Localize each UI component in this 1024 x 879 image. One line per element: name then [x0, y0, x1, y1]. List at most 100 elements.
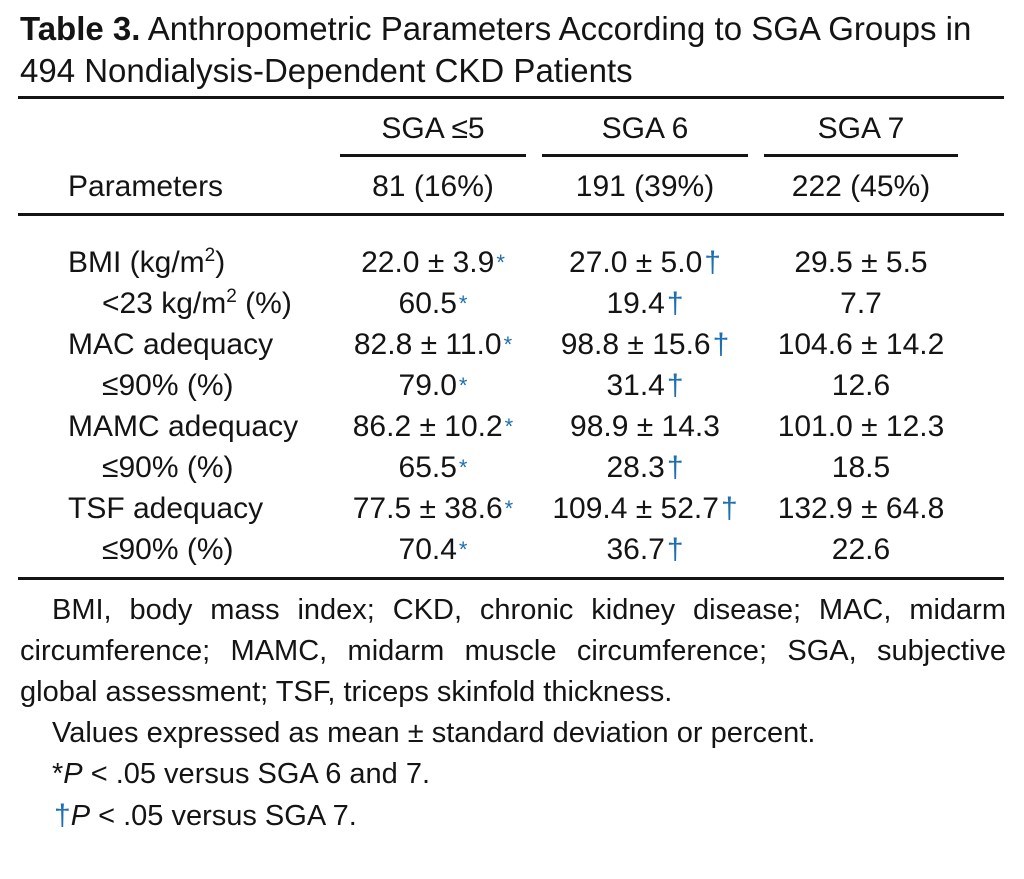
cell-value: 98.9 ± 14.3: [570, 410, 720, 443]
row-label-text: ≤90% (%): [102, 533, 234, 566]
table-cell: 86.2 ± 10.2*: [340, 409, 526, 445]
table-cell: 19.4†: [542, 286, 748, 322]
table-cell: 29.5 ± 5.5: [764, 245, 958, 281]
table-cell: 65.5*: [340, 450, 526, 486]
significance-star: *: [458, 537, 468, 562]
table-caption: Table 3. Anthropometric Parameters Accor…: [20, 8, 1010, 92]
cell-value: 27.0 ± 5.0: [569, 246, 703, 279]
row-label-text: ≤90% (%): [102, 451, 234, 484]
cell-value: 132.9 ± 64.8: [777, 492, 945, 525]
significance-dagger: †: [666, 533, 684, 566]
col-header-sga7: SGA 7: [817, 112, 905, 145]
cell-value: 19.4: [606, 287, 665, 320]
cell-value: 79.0: [398, 369, 457, 402]
row-label-text: MAC adequacy: [68, 328, 274, 361]
footnote-dagger: †P < .05 versus SGA 7.: [20, 795, 1006, 837]
col-count-sga-le5: 81 (16%): [372, 170, 494, 203]
significance-dagger: †: [720, 492, 738, 525]
table-footnotes: BMI, body mass index; CKD, chronic kidne…: [20, 590, 1006, 837]
significance-dagger: †: [666, 369, 684, 402]
table-cell: 79.0*: [340, 368, 526, 404]
row-label: ≤90% (%): [102, 450, 234, 486]
table-cell: 12.6: [764, 368, 958, 404]
table-cell: 7.7: [764, 286, 958, 322]
dagger-p: P: [70, 800, 91, 832]
cell-value: 60.5: [398, 287, 457, 320]
star-p: P: [63, 758, 83, 790]
row-label-suffix: ): [215, 246, 226, 279]
significance-dagger: †: [712, 328, 730, 361]
significance-star: *: [458, 373, 468, 398]
table-cell: 60.5*: [340, 286, 526, 322]
footnote-values: Values expressed as mean ± standard devi…: [52, 717, 816, 749]
table-cell: 98.8 ± 15.6†: [542, 327, 748, 363]
group-underline: [764, 154, 958, 157]
table-cell: 28.3†: [542, 450, 748, 486]
significance-star: *: [458, 455, 468, 480]
table-label: Table 3.: [20, 10, 141, 47]
table-cell: 101.0 ± 12.3: [764, 409, 958, 445]
significance-star: *: [504, 496, 514, 521]
cell-value: 86.2 ± 10.2: [352, 410, 503, 443]
cell-value: 98.8 ± 15.6: [560, 328, 711, 361]
table-cell: 70.4*: [340, 532, 526, 568]
table-cell: 22.6: [764, 532, 958, 568]
row-label-text: BMI (kg/m: [68, 246, 205, 279]
cell-value: 7.7: [840, 287, 882, 320]
cell-value: 31.4: [606, 369, 665, 402]
row-label-text: <23 kg/m: [102, 287, 227, 320]
row-label: MAMC adequacy: [68, 409, 298, 445]
cell-value: 36.7: [606, 533, 665, 566]
row-label-text: TSF adequacy: [68, 492, 264, 525]
significance-star: *: [496, 250, 505, 275]
cell-value: 22.0 ± 3.9: [361, 246, 495, 279]
group-underline: [340, 154, 526, 157]
table-cell: 27.0 ± 5.0†: [542, 245, 748, 281]
significance-dagger: †: [666, 451, 684, 484]
cell-value: 109.4 ± 52.7: [552, 492, 719, 525]
dagger-mark: †: [54, 799, 71, 832]
row-label: BMI (kg/m2): [68, 245, 225, 281]
cell-value: 28.3: [606, 451, 665, 484]
significance-star: *: [503, 332, 513, 357]
cell-value: 70.4: [398, 533, 457, 566]
table-title: Anthropometric Parameters According to S…: [20, 10, 972, 89]
header-rule: [18, 213, 1004, 216]
table-cell: 132.9 ± 64.8: [764, 491, 958, 527]
cell-value: 77.5 ± 38.6: [352, 492, 503, 525]
row-label-suffix: (%): [236, 287, 292, 320]
table-cell: 18.5: [764, 450, 958, 486]
row-label: MAC adequacy: [68, 327, 273, 363]
row-label-sup: 2: [204, 245, 216, 266]
row-label-text: ≤90% (%): [102, 369, 234, 402]
row-label: <23 kg/m2 (%): [102, 286, 292, 322]
param-header: Parameters: [68, 170, 224, 203]
star-mark: *: [52, 758, 64, 790]
cell-value: 22.6: [831, 533, 891, 566]
table-cell: 98.9 ± 14.3: [542, 409, 748, 445]
top-rule: [18, 96, 1004, 99]
footnote-abbreviations: BMI, body mass index; CKD, chronic kidne…: [20, 594, 1006, 708]
table-cell: 77.5 ± 38.6*: [340, 491, 526, 527]
footnote-star: *P < .05 versus SGA 6 and 7.: [20, 754, 1006, 795]
row-label: ≤90% (%): [102, 368, 234, 404]
cell-value: 12.6: [831, 369, 891, 402]
table-cell: 36.7†: [542, 532, 748, 568]
col-count-sga6: 191 (39%): [575, 170, 715, 203]
table-cell: 82.8 ± 11.0*: [340, 327, 526, 363]
col-header-sga6: SGA 6: [601, 112, 689, 145]
cell-value: 18.5: [831, 451, 891, 484]
dagger-text: < .05 versus SGA 7.: [90, 800, 357, 832]
table-cell: 31.4†: [542, 368, 748, 404]
cell-value: 101.0 ± 12.3: [777, 410, 945, 443]
cell-value: 82.8 ± 11.0: [353, 328, 502, 361]
col-count-sga7: 222 (45%): [791, 170, 931, 203]
table-cell: 22.0 ± 3.9*: [340, 245, 526, 281]
bottom-rule: [18, 577, 1004, 580]
group-underline: [542, 154, 748, 157]
row-label-sup: 2: [226, 286, 237, 307]
star-text: < .05 versus SGA 6 and 7.: [82, 758, 431, 790]
cell-value: 104.6 ± 14.2: [777, 328, 945, 361]
cell-value: 65.5: [398, 451, 457, 484]
